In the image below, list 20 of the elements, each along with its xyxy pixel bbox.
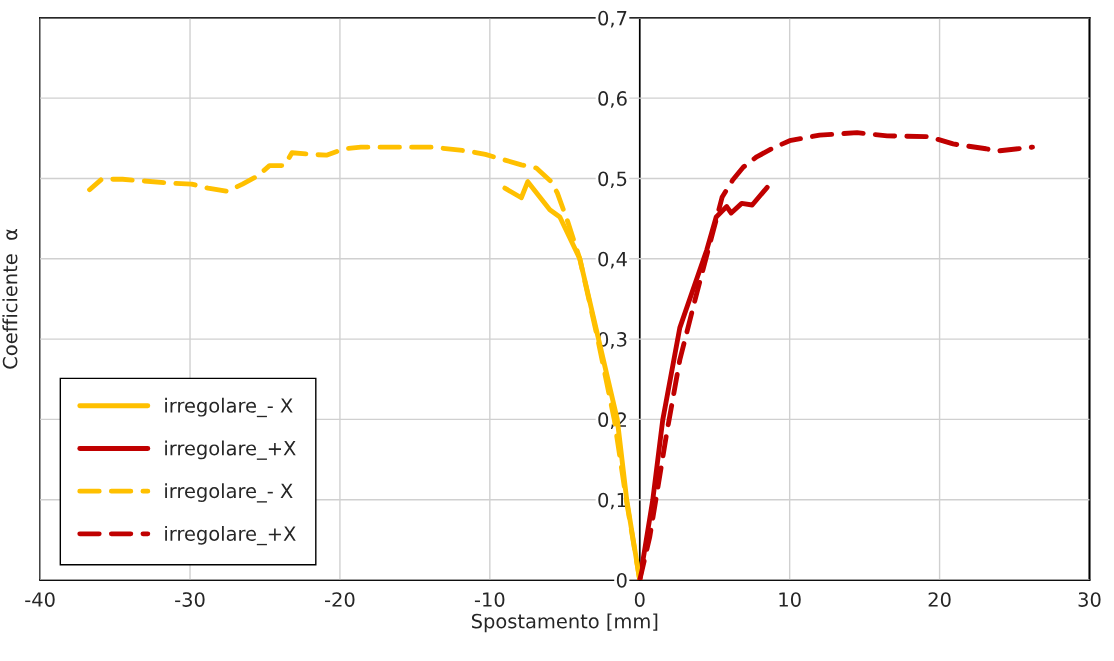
legend-label: irregolare_- X: [165, 483, 293, 503]
y-tick-label: 0: [616, 572, 627, 588]
x-tick-label: 10: [779, 592, 801, 607]
y-tick-label: 0,6: [598, 91, 627, 108]
x-tick-label: -20: [325, 592, 355, 607]
y-tick-label: 0,4: [598, 251, 627, 269]
legend-label: irregolare_+X: [165, 525, 296, 546]
legend-label: irregolare_+X: [165, 440, 296, 460]
x-tick-label: 0: [634, 592, 645, 607]
y-tick-label: 0,7: [598, 10, 627, 28]
y-tick-label: 0,5: [598, 171, 627, 189]
x-axis-title: Spostamento [mm]: [471, 613, 658, 633]
x-tick-label: -30: [175, 592, 205, 607]
legend-label: irregolare_- X: [165, 397, 293, 418]
y-axis-title: Coefficiente α: [2, 229, 18, 369]
x-tick-label: -40: [25, 592, 55, 607]
x-tick-label: -10: [474, 592, 505, 607]
x-tick-label: 20: [928, 592, 951, 607]
x-tick-label: 30: [1078, 592, 1101, 607]
y-tick-label: 0,1: [598, 492, 627, 510]
